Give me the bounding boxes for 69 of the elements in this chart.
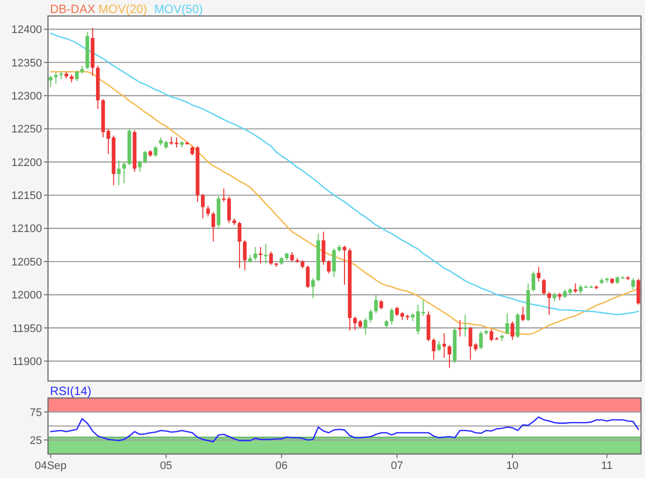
candlestick bbox=[138, 160, 142, 172]
candlestick bbox=[364, 317, 368, 336]
y-tick-label: 11950 bbox=[12, 322, 42, 335]
x-tick-label: 11 bbox=[601, 460, 613, 472]
text: MOV(20) bbox=[98, 2, 148, 16]
candlestick bbox=[332, 248, 336, 278]
series-label: RSI(14) bbox=[50, 384, 92, 398]
candlestick bbox=[322, 231, 326, 266]
text: MOV(50) bbox=[154, 2, 203, 16]
y-tick-label: 12100 bbox=[11, 223, 42, 236]
y-tick-label: 75 bbox=[30, 406, 42, 419]
candlestick bbox=[379, 300, 384, 310]
x-tick-label: 07 bbox=[390, 460, 404, 472]
candlestick bbox=[536, 266, 541, 282]
candlestick bbox=[636, 278, 640, 306]
x-tick-label: 10 bbox=[506, 460, 519, 472]
candlestick bbox=[510, 320, 514, 340]
candlestick bbox=[253, 246, 258, 261]
candlestick bbox=[342, 245, 346, 286]
candlestick bbox=[326, 260, 331, 274]
candlestick bbox=[269, 251, 273, 266]
candlestick bbox=[542, 278, 546, 296]
x-tick-label: 05 bbox=[160, 460, 172, 472]
x-tick-label: 04Sep bbox=[34, 460, 67, 472]
candlestick bbox=[122, 162, 126, 184]
candlestick bbox=[211, 211, 216, 242]
candlestick bbox=[631, 278, 635, 290]
candlestick bbox=[574, 282, 578, 294]
candlestick bbox=[432, 338, 436, 360]
y-tick-label: 12200 bbox=[11, 156, 42, 169]
candlestick bbox=[154, 146, 158, 158]
y-tick-label: 12350 bbox=[11, 57, 42, 70]
candlestick bbox=[390, 308, 394, 326]
candlestick bbox=[311, 278, 315, 299]
candlestick bbox=[206, 205, 210, 217]
candlestick bbox=[75, 70, 79, 82]
y-tick-label: 12000 bbox=[11, 290, 42, 302]
y-tick-label: 12300 bbox=[11, 90, 42, 102]
y-tick-label: 11900 bbox=[12, 356, 42, 368]
x-tick-label: 06 bbox=[275, 460, 288, 472]
line-series bbox=[50, 416, 640, 442]
candlestick bbox=[448, 344, 452, 368]
candlestick bbox=[238, 221, 242, 269]
series-label: DB-DAX bbox=[50, 2, 96, 16]
y-tick-label: 25 bbox=[30, 434, 42, 447]
y-tick-label: 12150 bbox=[11, 190, 42, 202]
candlestick bbox=[258, 246, 262, 264]
candlestick bbox=[532, 271, 536, 292]
candlestick bbox=[368, 308, 373, 324]
candlestick bbox=[516, 312, 520, 338]
candlestick bbox=[117, 160, 121, 186]
candlestick bbox=[437, 340, 441, 352]
candlestick bbox=[479, 330, 483, 350]
candlestick bbox=[200, 193, 205, 219]
candlestick bbox=[48, 75, 52, 88]
candlestick bbox=[290, 252, 294, 262]
candlestick bbox=[521, 306, 525, 322]
candlestick bbox=[143, 150, 147, 164]
candlestick bbox=[306, 265, 310, 289]
candlestick bbox=[54, 72, 58, 84]
y-tick-label: 12250 bbox=[11, 124, 42, 136]
candlestick bbox=[442, 332, 446, 358]
line-series bbox=[50, 32, 640, 316]
candlestick bbox=[547, 292, 551, 316]
candlestick bbox=[374, 294, 378, 314]
candlestick bbox=[242, 240, 247, 271]
y-tick-label: 12050 bbox=[11, 256, 42, 268]
candlestick bbox=[505, 312, 510, 336]
y-tick-label: 12400 bbox=[11, 24, 42, 36]
